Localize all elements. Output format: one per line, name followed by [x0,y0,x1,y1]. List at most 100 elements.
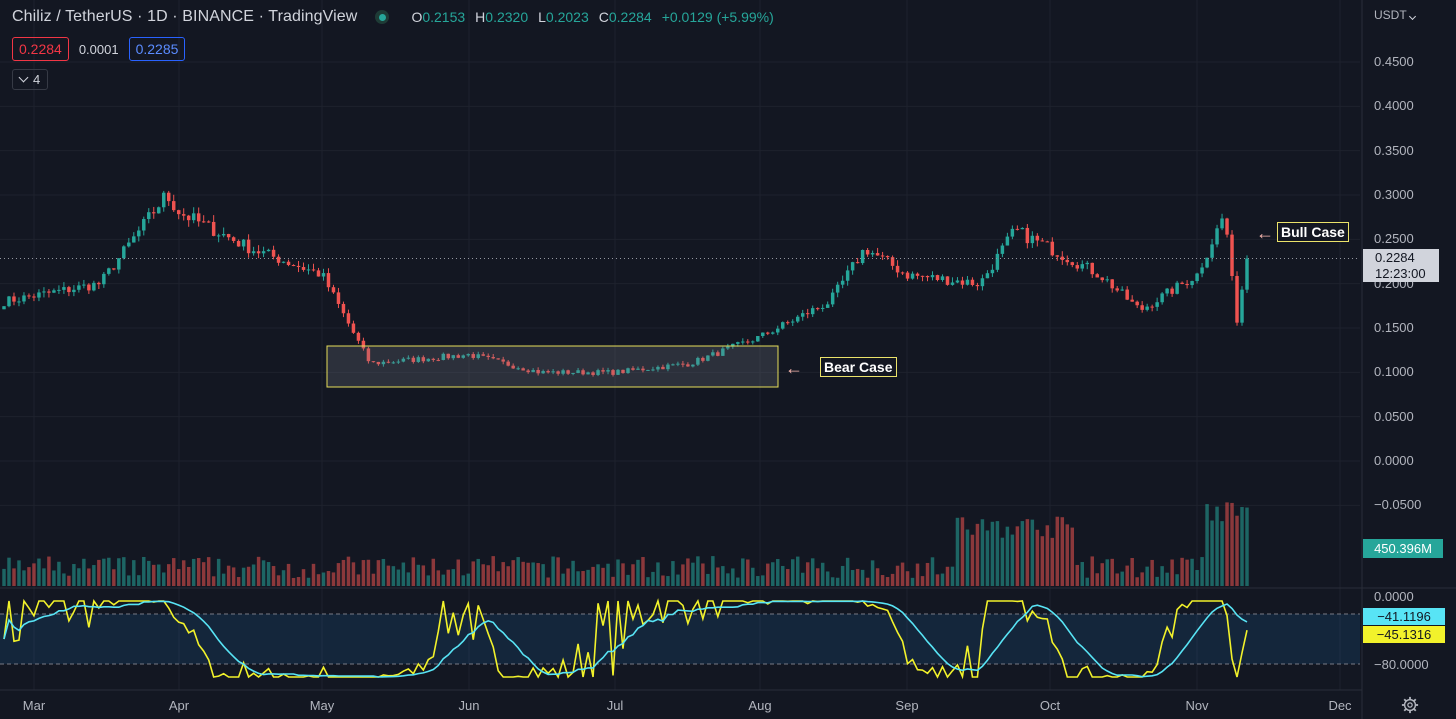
candle-body [371,361,376,363]
candle-body [696,357,700,365]
candle-body [137,230,141,237]
high-value: 0.2320 [485,9,529,25]
candle-body [726,346,730,349]
candle-body [561,370,565,374]
candle-body [626,368,630,374]
candle-body [216,235,221,237]
volume-bar [1090,556,1094,586]
candle-body [1175,282,1179,294]
candle-body [122,246,126,259]
candle-body [416,357,421,362]
candle-body [781,322,785,329]
candle-body [1025,227,1030,244]
candle-body [751,341,755,343]
volume-bar [691,562,695,586]
candle-body [401,358,406,362]
candle-body [930,275,935,278]
bear-case-label[interactable]: Bear Case [820,357,897,377]
currency-selector[interactable]: USDT [1374,8,1416,22]
volume-bar [905,571,910,586]
candle-body [1020,227,1025,230]
volume-bar [102,558,106,586]
candle-body [276,256,281,263]
volume-bar [875,568,880,586]
candle-body [7,296,11,307]
price-axis-label: 0.3000 [1374,187,1414,202]
volume-bar [107,557,111,586]
volume-bar [1195,570,1199,586]
volume-bar [925,562,930,586]
candle-body [631,368,635,370]
candle-body [471,354,475,358]
candle-body [591,372,595,375]
candle-body [636,368,640,370]
arrow-left-icon: ← [785,358,803,378]
indicators-toggle[interactable]: 4 [12,69,49,90]
volume-bar [1105,559,1109,586]
volume-bar [920,576,925,586]
candle-body [486,355,490,358]
candle-body [17,301,21,303]
candle-body [186,215,191,221]
time-axis-label: Sep [895,698,919,713]
volume-bar [815,568,820,586]
volume-bar [591,566,595,586]
volume-bar [716,567,720,586]
volume-bar [1000,537,1005,586]
volume-bar [706,573,710,586]
volume-bar [421,565,426,586]
buy-button[interactable]: 0.2285 [128,37,186,61]
gear-icon[interactable] [1401,696,1419,714]
volume-bar [995,521,1000,586]
candle-body [1035,235,1040,241]
sell-button[interactable]: 0.2284 [12,37,69,61]
volume-bar [1160,566,1164,586]
volume-bar [62,573,66,586]
candle-body [935,275,940,281]
candle-body [67,287,71,293]
candle-body [157,207,161,214]
volume-bar [446,569,451,586]
change-value: +0.0129 (+5.99%) [661,9,774,25]
candle-body [526,370,530,373]
candle-body [885,256,890,258]
volume-bar [681,564,685,586]
volume-bar [266,562,271,586]
volume-bar [201,562,206,586]
candle-body [431,358,436,360]
volume-bar [621,563,625,586]
volume-bar [840,565,845,586]
volume-bar [231,567,236,586]
volume-bar [77,568,81,586]
volume-bar [1070,527,1075,586]
chevron-down-icon [1408,12,1416,21]
candle-body [1090,262,1094,275]
candle-body [301,267,306,270]
candle-body [1155,302,1159,307]
volume-bar [1205,504,1209,586]
candle-body [1135,301,1139,306]
candle-body [815,308,820,310]
candle-body [1030,235,1035,244]
volume-bar [7,557,11,586]
candle-body [915,273,920,276]
candle-body [1235,275,1239,323]
volume-bar [127,575,131,586]
volume-bar [711,556,715,586]
osc-axis-bottom: −80.0000 [1374,657,1429,672]
candle-body [391,362,396,364]
candle-body [995,253,1000,270]
bull-case-label[interactable]: Bull Case [1277,222,1349,242]
candle-body [511,365,515,369]
candle-body [271,249,276,257]
symbol-title[interactable]: Chiliz / TetherUS · 1D · BINANCE · Tradi… [12,8,358,25]
volume-bar [286,563,291,586]
candle-body [551,371,555,373]
volume-bar [536,563,540,586]
volume-bar [147,560,151,586]
candle-body [845,270,850,281]
volume-bar [137,575,141,586]
candle-body [1145,306,1149,310]
candle-body [666,364,670,370]
